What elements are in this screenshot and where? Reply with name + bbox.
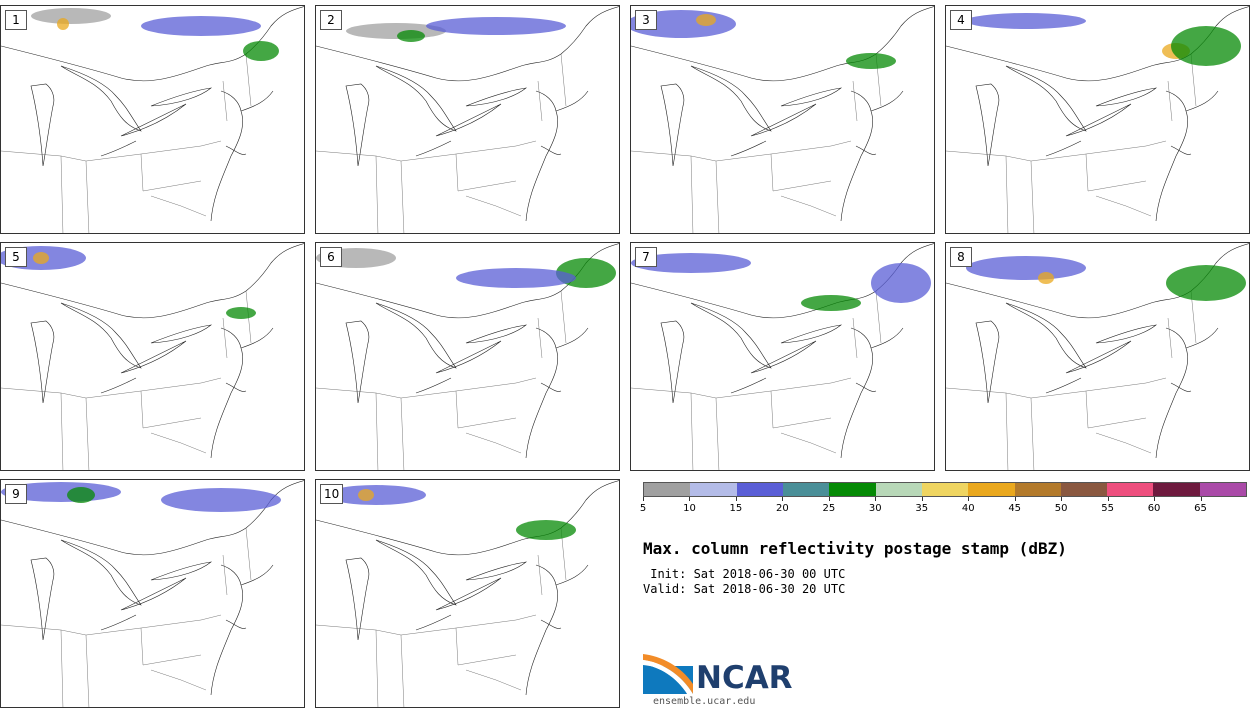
colorbar-segment xyxy=(1107,483,1154,496)
chart-title: Max. column reflectivity postage stamp (… xyxy=(643,539,1067,558)
colorbar-tick xyxy=(735,497,737,501)
reflectivity-map xyxy=(316,6,619,233)
init-time: Init: Sat 2018-06-30 00 UTC xyxy=(643,567,846,581)
member-number-label: 10 xyxy=(320,484,344,504)
colorbar-segment xyxy=(968,483,1015,496)
member-number-label: 6 xyxy=(320,247,342,267)
member-number-label: 5 xyxy=(5,247,27,267)
member-number-label: 3 xyxy=(635,10,657,30)
colorbar-segment xyxy=(921,483,969,496)
colorbar-tick-label: 65 xyxy=(1194,503,1207,514)
colorbar-tick-label: 40 xyxy=(961,503,975,514)
colorbar-tick xyxy=(1200,497,1202,501)
colorbar-segment xyxy=(1153,483,1200,496)
colorbar-segment xyxy=(736,483,783,496)
colorbar-tick xyxy=(968,497,970,501)
ensemble-member-panel: 8 xyxy=(945,242,1250,471)
reflectivity-colorbar xyxy=(643,482,1247,497)
colorbar-tick-label: 10 xyxy=(683,503,696,514)
ncar-logo-icon xyxy=(643,654,693,694)
colorbar-tick xyxy=(1154,497,1156,501)
ensemble-member-panel: 4 xyxy=(945,5,1250,234)
member-number-label: 2 xyxy=(320,10,342,30)
member-number-label: 7 xyxy=(635,247,657,267)
colorbar-segment xyxy=(875,483,922,496)
colorbar-segment xyxy=(1014,483,1061,496)
colorbar-tick xyxy=(643,497,644,501)
reflectivity-map xyxy=(946,6,1249,233)
reflectivity-map xyxy=(1,6,304,233)
reflectivity-map xyxy=(631,243,934,470)
colorbar-segment xyxy=(1060,483,1108,496)
colorbar-tick xyxy=(875,497,877,501)
colorbar-tick xyxy=(782,497,784,501)
ensemble-member-panel: 5 xyxy=(0,242,305,471)
ensemble-member-panel: 3 xyxy=(630,5,935,234)
reflectivity-map xyxy=(316,243,619,470)
site-url: ensemble.ucar.edu xyxy=(653,696,756,707)
ensemble-member-panel: 2 xyxy=(315,5,620,234)
ncar-logo-text: NCAR xyxy=(696,660,793,696)
colorbar-tick-label: 60 xyxy=(1147,503,1161,514)
colorbar-tick xyxy=(828,497,830,501)
valid-time: Valid: Sat 2018-06-30 20 UTC xyxy=(643,582,846,596)
reflectivity-map xyxy=(316,480,619,707)
colorbar-segment xyxy=(829,483,876,496)
colorbar-tick xyxy=(1107,497,1109,501)
colorbar-tick-label: 25 xyxy=(822,503,836,514)
colorbar-tick xyxy=(921,497,923,501)
colorbar-segment xyxy=(644,483,691,496)
colorbar-tick-label: 30 xyxy=(868,503,882,514)
colorbar-tick-label: 55 xyxy=(1101,503,1114,514)
colorbar-segment xyxy=(1199,483,1247,496)
colorbar-ticks: 5 10 15 20 25 30 35 40 45 50 55 60 65 xyxy=(639,497,1247,517)
member-number-label: 9 xyxy=(5,484,27,504)
member-number-label: 8 xyxy=(950,247,972,267)
colorbar-segment xyxy=(690,483,737,496)
member-number-label: 1 xyxy=(5,10,27,30)
ensemble-member-panel: 6 xyxy=(315,242,620,471)
colorbar-tick-label: 5 xyxy=(639,503,647,514)
ensemble-member-panel: 10 xyxy=(315,479,620,708)
reflectivity-map xyxy=(1,480,304,707)
colorbar-tick xyxy=(1014,497,1016,501)
colorbar-tick-label: 15 xyxy=(729,503,743,514)
colorbar-tick-label: 20 xyxy=(776,503,789,514)
colorbar-segment xyxy=(782,483,830,496)
colorbar-tick-label: 35 xyxy=(915,503,929,514)
reflectivity-map xyxy=(631,6,934,233)
colorbar-tick-label: 45 xyxy=(1008,503,1022,514)
ensemble-member-panel: 9 xyxy=(0,479,305,708)
ensemble-member-panel: 1 xyxy=(0,5,305,234)
ensemble-member-panel: 7 xyxy=(630,242,935,471)
member-number-label: 4 xyxy=(950,10,972,30)
reflectivity-map xyxy=(946,243,1249,470)
colorbar-tick-label: 50 xyxy=(1054,503,1068,514)
colorbar-tick xyxy=(1061,497,1063,501)
colorbar-tick xyxy=(689,497,691,501)
reflectivity-map xyxy=(1,243,304,470)
